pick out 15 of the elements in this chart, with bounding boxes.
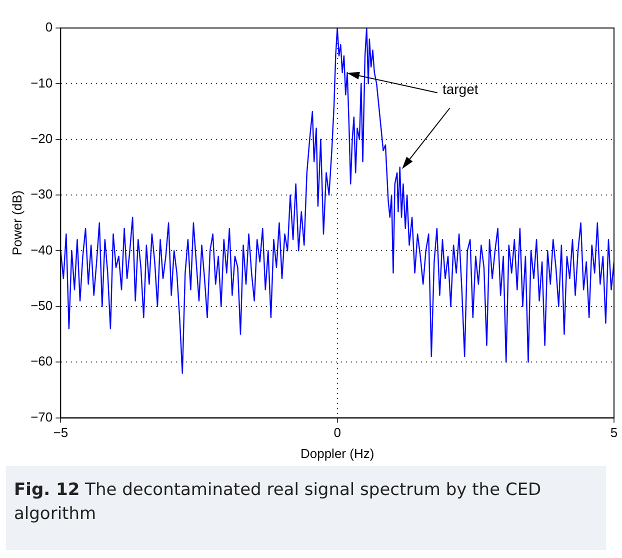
caption: Fig. 12 The decontaminated real signal spectrum by the CED algorithm [6, 466, 606, 550]
y-tick-label: −30 [30, 186, 53, 202]
x-axis-title: Doppler (Hz) [300, 446, 374, 461]
annotation: target [442, 80, 478, 97]
y-tick-label: −60 [30, 354, 53, 369]
x-tick-label: 0 [334, 425, 341, 440]
x-tick-label: −5 [53, 425, 68, 440]
y-tick-label: −40 [30, 242, 53, 258]
y-tick-label: −20 [30, 130, 53, 146]
y-axis-title: Power (dB) [9, 190, 24, 256]
y-tick-label: 0 [45, 20, 53, 35]
y-tick-label: −70 [30, 409, 53, 424]
y-tick-label: −50 [30, 298, 53, 314]
x-tick-label: 5 [610, 425, 618, 440]
y-tick-label: −10 [30, 75, 53, 90]
